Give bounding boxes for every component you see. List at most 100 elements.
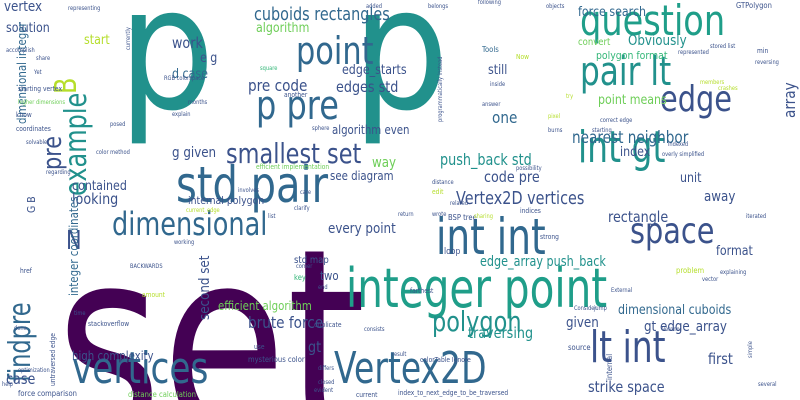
- cloud-word: algorithm even: [332, 123, 410, 137]
- cloud-word: wrote: [432, 211, 447, 218]
- cloud-word: iterated: [746, 213, 767, 220]
- cloud-word: closed: [318, 379, 335, 386]
- cloud-word: duplicate: [314, 321, 342, 329]
- cloud-word: algorithm: [256, 21, 310, 36]
- cloud-word: represented: [678, 49, 709, 56]
- cloud-word: indices: [520, 207, 541, 215]
- cloud-word: looking: [72, 190, 119, 208]
- cloud-word: possibility: [516, 165, 542, 172]
- cloud-word: edge_array push_back: [480, 254, 606, 270]
- cloud-word: internal polygon: [188, 194, 265, 207]
- cloud-word: explaining: [720, 269, 747, 276]
- cloud-word: help: [2, 381, 14, 388]
- cloud-word: every point: [328, 221, 396, 237]
- cloud-word: amount: [142, 291, 165, 299]
- cloud-word: color method: [96, 149, 130, 156]
- cloud-word: posed: [110, 121, 126, 128]
- cloud-word: index_to_next_edge_to_be_traversed: [398, 389, 509, 397]
- cloud-word: return: [398, 211, 414, 218]
- cloud-word: vertices: [72, 343, 209, 394]
- cloud-word: gt: [308, 338, 322, 356]
- cloud-word: several: [758, 381, 777, 388]
- cloud-word: internal: [605, 353, 614, 380]
- cloud-word: crashes: [718, 85, 738, 92]
- cloud-word: std pair: [176, 156, 329, 214]
- cloud-word: e g: [200, 51, 218, 66]
- cloud-word: untraversed edge: [49, 333, 57, 386]
- cloud-word: pre code: [248, 76, 308, 95]
- cloud-word: sharing: [474, 213, 494, 220]
- cloud-word: array: [780, 82, 799, 118]
- cloud-word: force search: [578, 5, 647, 20]
- cloud-word: g given: [172, 145, 217, 161]
- cloud-word: integer point: [346, 257, 608, 320]
- cloud-word: given: [566, 315, 599, 331]
- cloud-word: share: [36, 55, 51, 62]
- cloud-word: point: [296, 29, 374, 73]
- cloud-word: following: [478, 0, 501, 6]
- cloud-word: involves: [238, 187, 260, 194]
- cloud-word: problem: [676, 266, 705, 275]
- cloud-word: Now: [516, 53, 529, 61]
- cloud-word: simple: [747, 341, 754, 358]
- cloud-word: corner: [296, 263, 313, 270]
- cloud-word: see diagram: [330, 169, 394, 183]
- cloud-word: colorTable Ignore: [420, 356, 471, 364]
- cloud-word: pixel: [548, 113, 561, 120]
- cloud-word: first: [708, 350, 733, 368]
- cloud-word: GTPolygon: [736, 1, 772, 10]
- cloud-word: square: [260, 65, 278, 72]
- cloud-word: index: [620, 145, 651, 160]
- cloud-word: way: [372, 155, 397, 171]
- cloud-word: know: [16, 111, 32, 119]
- cloud-word: related: [450, 200, 469, 207]
- cloud-word: p pre: [256, 83, 339, 129]
- cloud-word: BACKWARDS: [130, 263, 163, 270]
- cloud-word: another: [284, 91, 308, 99]
- cloud-word: reversing: [755, 59, 779, 66]
- cloud-word: p: [352, 0, 450, 149]
- cloud-word: Voronoi: [662, 326, 682, 333]
- cloud-word: inside: [490, 81, 506, 88]
- cloud-word: loop: [444, 247, 461, 257]
- cloud-word: vector: [702, 276, 719, 283]
- cloud-word: std map: [294, 255, 329, 266]
- cloud-word: high complexity: [72, 349, 154, 363]
- cloud-word: edit: [432, 188, 444, 196]
- cloud-word: strike space: [588, 378, 665, 396]
- cloud-word: strong: [540, 233, 559, 241]
- cloud-word: currently: [125, 27, 132, 50]
- cloud-word: starting vertex: [18, 85, 63, 93]
- cloud-word: use: [254, 343, 265, 351]
- cloud-word: higher dimensions: [18, 99, 66, 106]
- cloud-word: int gt: [578, 122, 666, 173]
- cloud-word: Vertex2D: [334, 343, 487, 394]
- cloud-word: efficient implementation: [256, 163, 330, 171]
- cloud-word: solvable: [26, 139, 48, 146]
- cloud-word: source: [568, 343, 591, 352]
- cloud-word: coordinates: [16, 125, 51, 133]
- cloud-word: evident: [314, 387, 334, 394]
- cloud-word: cuboids rectangles: [254, 4, 390, 25]
- cloud-word: traversing: [468, 324, 534, 342]
- cloud-word: objects: [546, 3, 565, 10]
- cloud-word: working: [174, 239, 195, 246]
- cloud-word: rectangle: [608, 208, 669, 226]
- cloud-word: try: [566, 93, 574, 100]
- cloud-word: sphere: [312, 125, 330, 132]
- cloud-word: p: [118, 0, 216, 149]
- cloud-word: solution: [6, 21, 50, 36]
- cloud-word: edge: [660, 79, 732, 120]
- cloud-word: answer: [482, 101, 501, 108]
- cloud-word: space: [630, 211, 715, 252]
- cloud-word: time: [74, 310, 86, 317]
- cloud-word: format: [716, 244, 753, 259]
- cloud-word: programmatically instead: [437, 56, 444, 122]
- cloud-word: still: [488, 63, 508, 78]
- cloud-word: accomplish: [6, 47, 35, 54]
- cloud-word: work: [172, 34, 203, 52]
- cloud-word: list: [268, 213, 276, 220]
- cloud-word: two: [320, 269, 339, 283]
- cloud-word: stackoverflow: [88, 320, 130, 328]
